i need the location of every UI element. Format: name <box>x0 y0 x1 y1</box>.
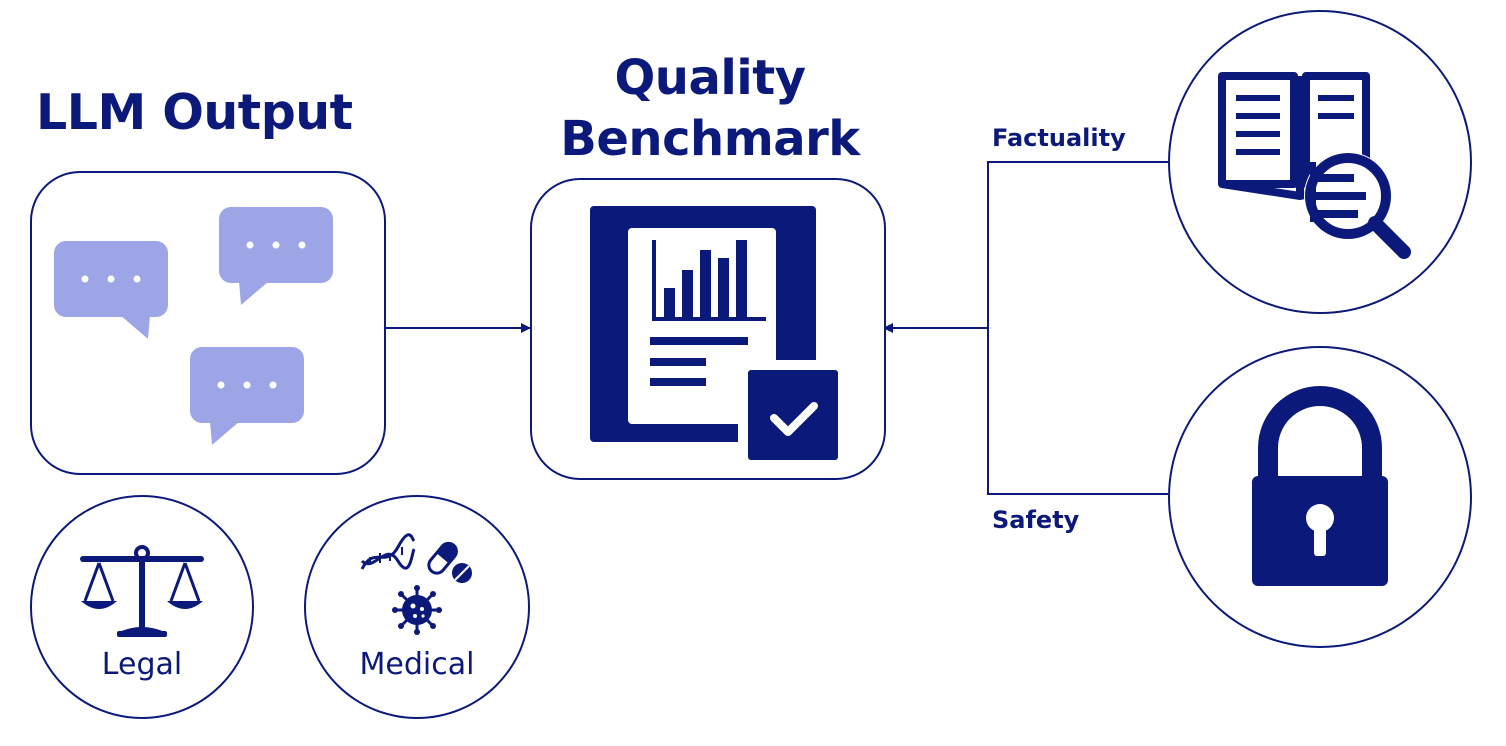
medical-label: Medical <box>359 647 475 682</box>
report-chart-icon <box>590 206 840 462</box>
book-magnifier-icon <box>1218 72 1411 259</box>
criteria-bracket <box>987 161 1168 495</box>
dna-icon <box>360 533 416 570</box>
quality-benchmark-title: Quality Benchmark <box>540 48 880 170</box>
quality-benchmark-box <box>530 178 886 480</box>
quality-benchmark-title-line1: Quality <box>614 50 806 106</box>
llm-output-box <box>30 171 386 475</box>
legal-circle: Legal <box>30 495 254 719</box>
checkmark-icon <box>770 402 818 436</box>
safety-label: Safety <box>992 506 1080 534</box>
pill-icon <box>427 541 472 583</box>
chat-bubble-icon <box>219 207 333 305</box>
factuality-label: Factuality <box>992 124 1126 152</box>
legal-label: Legal <box>101 647 183 682</box>
virus-icon <box>392 585 442 635</box>
factuality-circle <box>1168 10 1472 314</box>
quality-benchmark-title-line2: Benchmark <box>560 111 860 167</box>
chat-bubble-icon <box>190 347 304 445</box>
safety-circle <box>1168 346 1472 648</box>
padlock-icon <box>1252 386 1388 586</box>
llm-output-title: LLM Output <box>36 84 353 141</box>
chat-bubble-icon <box>54 241 168 339</box>
medical-circle: Medical <box>304 495 530 719</box>
scales-of-justice-icon <box>80 545 204 637</box>
